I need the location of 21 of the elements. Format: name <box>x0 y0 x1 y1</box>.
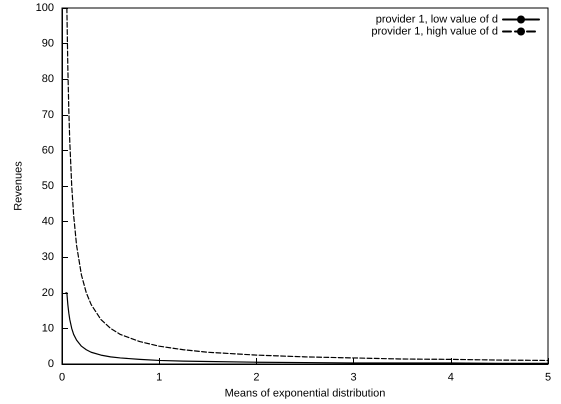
x-tick-label: 1 <box>156 372 162 384</box>
y-tick-label: 30 <box>42 251 54 264</box>
y-tick-label: 80 <box>42 73 54 86</box>
y-tick-label: 10 <box>42 322 54 334</box>
x-tick-label: 5 <box>544 372 552 384</box>
y-tick-label: 20 <box>42 286 54 299</box>
y-tick-label: 50 <box>42 180 54 192</box>
x-tick-label: 0 <box>58 372 66 384</box>
y-tick-label: 0 <box>48 358 54 370</box>
y-tick-label: 90 <box>42 38 54 50</box>
y-tick-label: 60 <box>42 144 54 156</box>
x-tick-label: 2 <box>253 372 260 384</box>
y-axis-title: Revenues <box>12 160 24 211</box>
y-tick-label: 70 <box>42 108 54 121</box>
x-axis-title: Means of exponential distribution <box>224 387 386 400</box>
x-tick-label: 3 <box>350 372 357 384</box>
legend-label: provider 1, low value of d <box>376 14 498 26</box>
x-tick-label: 4 <box>448 372 454 384</box>
legend-label: provider 1, high value of d <box>371 26 498 38</box>
y-tick-label: 100 <box>36 2 54 14</box>
y-tick-label: 40 <box>42 216 54 228</box>
